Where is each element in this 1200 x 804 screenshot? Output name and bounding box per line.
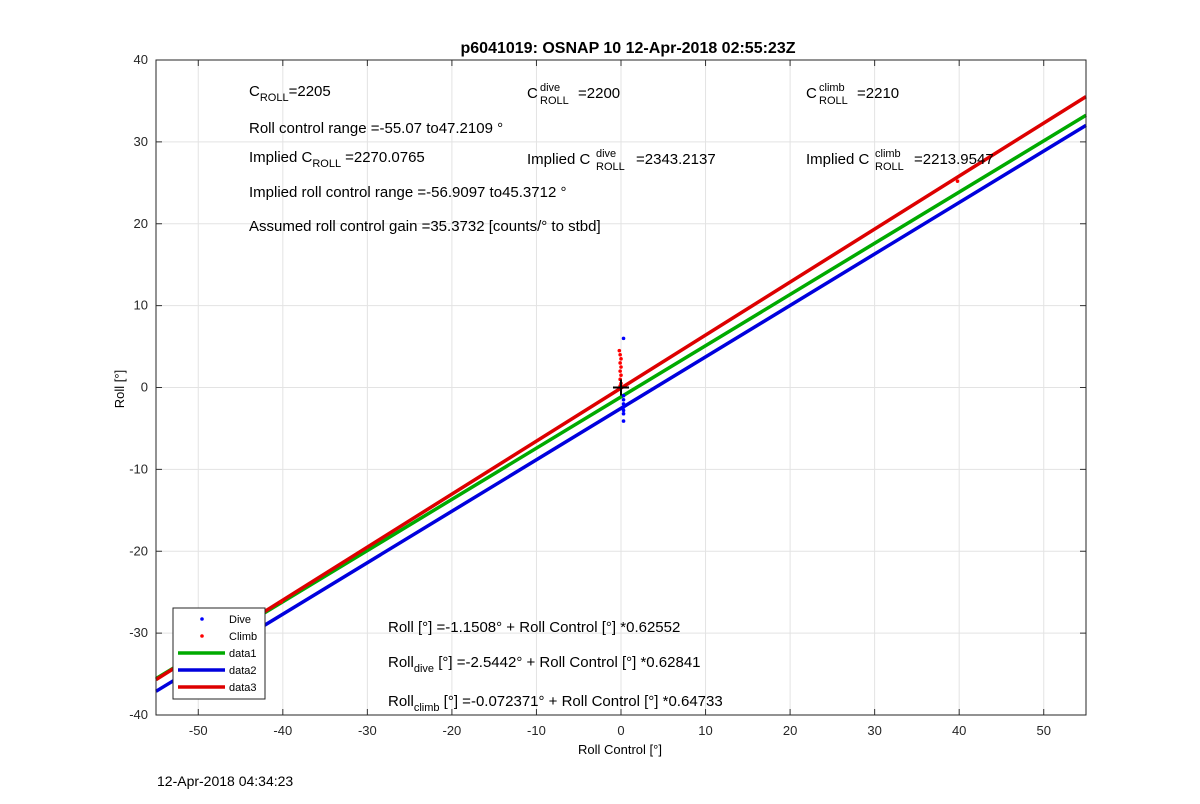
dive-point: [621, 408, 626, 413]
climb-point: [619, 365, 623, 369]
y-tick-label: 30: [134, 134, 148, 149]
x-tick-label: 40: [952, 723, 966, 738]
x-tick-label: 50: [1036, 723, 1050, 738]
implied-c-roll: Implied CROLL =2270.0765: [249, 149, 425, 170]
dive-point: [621, 411, 626, 416]
fit-line-data2: [155, 123, 1087, 693]
roll-control-gain: Assumed roll control gain =35.3732 [coun…: [249, 218, 601, 235]
roll-control-range: Roll control range =-55.07 to47.2109 °: [249, 120, 503, 137]
x-tick-label: -10: [527, 723, 546, 738]
x-tick-label: -20: [443, 723, 462, 738]
roll-calibration-chart: -50 -40 -30 -20 -10 0 10 20 30 40 50 -40 -30 -20 -10 0 1…: [112, 40, 1087, 757]
x-tick-label: -40: [273, 723, 292, 738]
climb-point: [619, 373, 623, 378]
legend-label: data2: [229, 665, 257, 677]
x-tick-label: 0: [617, 723, 624, 738]
climb-point: [619, 357, 623, 361]
tick-labels: -50 -40 -30 -20 -10 0 10 20 30 40 50 -40 -30 -20 -10 0 1…: [129, 52, 1051, 738]
chart-title: p6041019: OSNAP 10 12-Apr-2018 02:55:23Z: [461, 40, 796, 57]
y-tick-label: -20: [129, 543, 148, 558]
y-axis-label: Roll [°]: [112, 370, 127, 408]
x-axis-label: Roll Control [°]: [578, 742, 662, 757]
legend-label: data1: [229, 648, 257, 660]
x-tick-label: 20: [783, 723, 797, 738]
dive-point: [621, 397, 626, 402]
y-tick-label: 0: [141, 380, 148, 395]
climb-point: [617, 348, 622, 353]
print-timestamp: 12-Apr-2018 04:34:23: [157, 773, 294, 789]
dive-point: [621, 419, 626, 423]
legend-marker: [200, 634, 204, 638]
fit-line-data1: [155, 113, 1087, 681]
implied-roll-range: Implied roll control range =-56.9097 to4…: [249, 184, 566, 201]
fit-equation-all: Roll [°] =-1.1508° + Roll Control [°] *0…: [388, 619, 680, 636]
dive-point: [621, 336, 626, 341]
legend-label: data3: [229, 682, 257, 694]
x-tick-label: 10: [698, 723, 712, 738]
climb-point: [618, 361, 622, 365]
legend-label: Climb: [229, 631, 257, 643]
climb-point: [618, 369, 622, 373]
x-tick-label: -30: [358, 723, 377, 738]
y-tick-label: 20: [134, 216, 148, 231]
y-tick-label: -10: [129, 461, 148, 476]
y-tick-label: -30: [129, 625, 148, 640]
climb-point: [279, 600, 283, 604]
legend-label: Dive: [229, 614, 251, 626]
data-points: [279, 179, 960, 604]
x-tick-label: -50: [189, 723, 208, 738]
x-tick-label: 30: [867, 723, 881, 738]
y-tick-label: 40: [134, 52, 148, 67]
y-tick-label: -40: [129, 707, 148, 722]
legend: Dive Climb data1 data2 data3: [172, 607, 266, 700]
dive-point: [621, 402, 626, 406]
axes: [155, 59, 1087, 716]
climb-point: [618, 352, 622, 357]
dive-point: [621, 393, 626, 398]
dive-point: [621, 405, 626, 409]
axes-box: [155, 59, 1087, 716]
fit-equation-climb: Rollclimb [°] =-0.072371° + Roll Control…: [388, 693, 723, 714]
fit-equation-dive: Rolldive [°] =-2.5442° + Roll Control [°…: [388, 654, 701, 675]
legend-marker: [200, 617, 204, 621]
c-roll-annotation: CROLL=2205: [249, 83, 331, 104]
climb-point: [955, 179, 960, 183]
y-tick-label: 10: [134, 298, 148, 313]
